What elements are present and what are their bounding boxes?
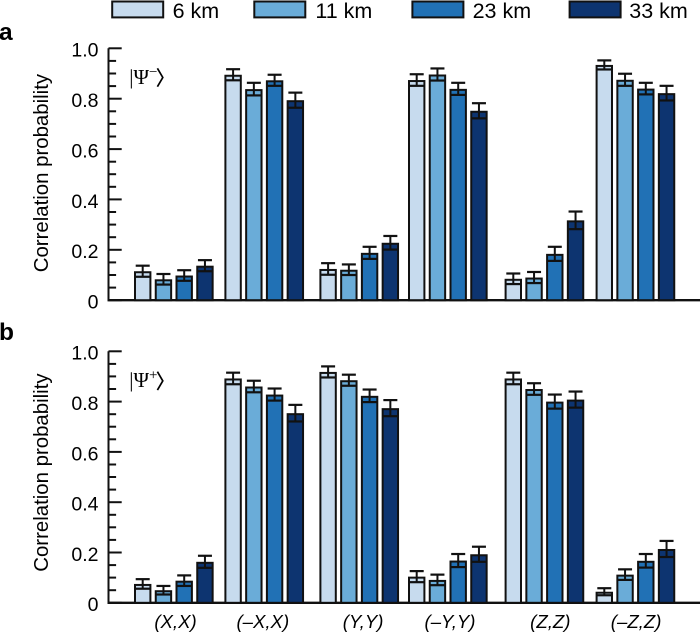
svg-text:(Z,Z): (Z,Z)	[530, 611, 570, 632]
svg-text:11 km: 11 km	[315, 0, 372, 23]
svg-text:(X,X): (X,X)	[154, 611, 196, 632]
svg-text:0.8: 0.8	[71, 393, 98, 415]
svg-text:0.4: 0.4	[71, 494, 98, 516]
svg-text:(Y,Y): (Y,Y)	[343, 611, 384, 632]
svg-text:0: 0	[88, 292, 99, 314]
svg-text:1.0: 1.0	[71, 40, 98, 62]
svg-text:(–Y,Y): (–Y,Y)	[425, 611, 476, 632]
svg-text:a: a	[0, 19, 13, 46]
svg-text:(–X,X): (–X,X)	[236, 611, 289, 632]
svg-text:23 km: 23 km	[473, 0, 532, 23]
svg-text:0: 0	[88, 594, 99, 616]
svg-text:b: b	[0, 319, 14, 346]
svg-text:(–Z,Z): (–Z,Z)	[611, 611, 662, 632]
svg-text:Correlation probability: Correlation probability	[31, 373, 53, 572]
svg-text:33 km: 33 km	[629, 0, 688, 23]
svg-text:0.2: 0.2	[71, 241, 98, 263]
svg-text:0.2: 0.2	[71, 544, 98, 566]
svg-text:0.6: 0.6	[71, 443, 98, 465]
svg-text:Correlation probability: Correlation probability	[31, 73, 53, 272]
svg-text:6 km: 6 km	[173, 0, 220, 23]
svg-text:0.4: 0.4	[71, 191, 98, 213]
svg-text:0.6: 0.6	[71, 141, 98, 163]
svg-text:0.8: 0.8	[71, 90, 98, 112]
svg-text:1.0: 1.0	[71, 343, 98, 365]
